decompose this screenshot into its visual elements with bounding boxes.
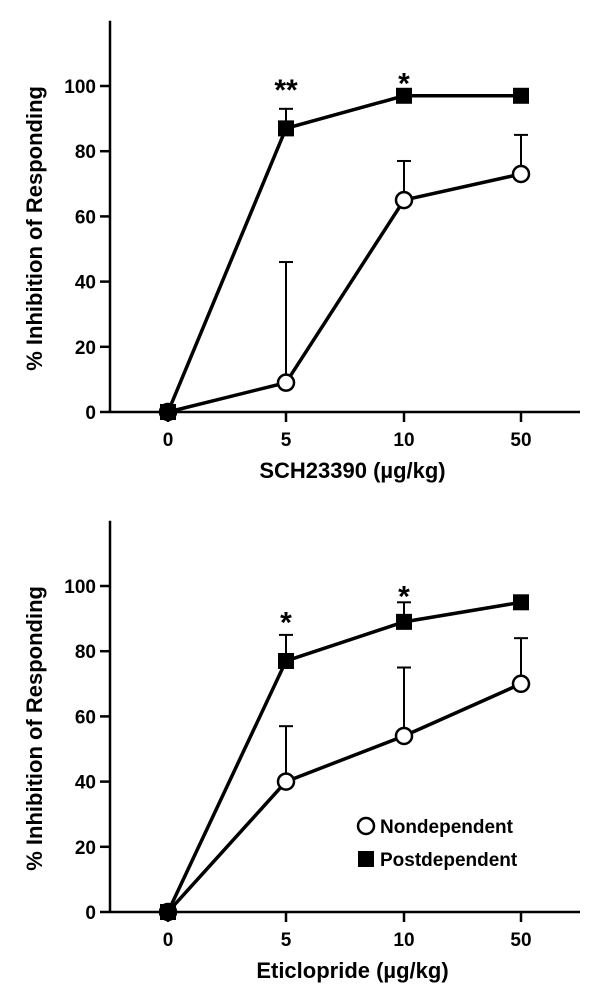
data-point-square: [396, 87, 412, 104]
data-point-square: [160, 404, 176, 420]
x-tick-label: 5: [281, 930, 292, 951]
chart-eticlopride: 0 20 40 60 80 100 0 5 10 50 % Inhibition of Respon…: [22, 520, 580, 983]
x-tick-label: 50: [510, 930, 531, 951]
x-tick-label: 50: [510, 430, 531, 451]
legend-marker-square: [358, 851, 374, 867]
data-point-square: [278, 120, 294, 137]
x-tick-label: 5: [281, 430, 292, 451]
y-tick-label: 60: [75, 707, 96, 728]
x-tick-label: 0: [163, 430, 174, 451]
legend-label-postdependent: Postdependent: [380, 850, 518, 871]
y-tick-label: 80: [75, 642, 96, 663]
y-tick-label: 0: [85, 903, 96, 924]
data-point-square: [278, 652, 294, 669]
series-postdependent: [166, 94, 521, 413]
series-line: [166, 94, 521, 413]
y-tick-label: 20: [75, 338, 96, 359]
significance-marker: **: [274, 74, 298, 107]
data-point-circle: [511, 164, 531, 184]
data-point-square: [513, 594, 529, 611]
x-tick-label: 10: [393, 930, 414, 951]
y-axis-title: % Inhibition of Responding: [22, 86, 47, 371]
chart-sch23390: 0 20 40 60 80 100 0 5 10 50 % Inhibition of Respon…: [22, 20, 580, 483]
legend: Nondependent Postdependent: [356, 816, 518, 871]
significance-marker: *: [280, 607, 292, 640]
significance-marker: *: [398, 67, 410, 100]
y-tick-label: 20: [75, 838, 96, 859]
series-nondependent: [167, 133, 528, 414]
series-line: [166, 600, 522, 913]
x-axis-title: SCH23390 (µg/kg): [259, 458, 445, 483]
legend-label-nondependent: Nondependent: [380, 817, 514, 838]
series-line: [167, 172, 522, 414]
x-tick-label: 10: [393, 430, 414, 451]
data-point-circle: [511, 674, 531, 694]
y-tick-label: 0: [85, 403, 96, 424]
data-point-circle: [394, 726, 414, 746]
legend-marker-circle: [356, 816, 376, 836]
data-point-circle: [276, 373, 296, 392]
data-point-circle: [276, 772, 296, 791]
y-axis-title: % Inhibition of Responding: [22, 586, 47, 871]
y-tick-label: 80: [75, 142, 96, 163]
y-tick-label: 40: [75, 773, 96, 794]
data-point-square: [160, 904, 176, 920]
data-point-square: [396, 613, 412, 630]
data-point-circle: [394, 190, 414, 210]
x-axis-title: Eticlopride (µg/kg): [256, 958, 448, 983]
y-tick-label: 40: [75, 273, 96, 294]
y-tick-label: 100: [64, 577, 96, 598]
y-tick-label: 60: [75, 207, 96, 228]
data-point-square: [513, 87, 529, 104]
y-tick-label: 100: [64, 77, 96, 98]
series-line: [166, 682, 522, 914]
x-tick-label: 0: [163, 930, 174, 951]
significance-marker: *: [398, 581, 410, 614]
